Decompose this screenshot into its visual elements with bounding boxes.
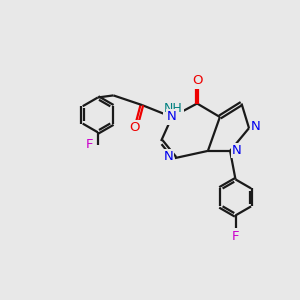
Text: O: O [192, 74, 202, 88]
Text: O: O [129, 121, 140, 134]
Text: N: N [251, 120, 260, 133]
Text: F: F [86, 138, 93, 152]
Text: N: N [232, 144, 242, 158]
Text: NH: NH [164, 102, 183, 115]
Text: N: N [164, 150, 173, 163]
Text: F: F [232, 230, 239, 243]
Text: N: N [167, 110, 177, 124]
